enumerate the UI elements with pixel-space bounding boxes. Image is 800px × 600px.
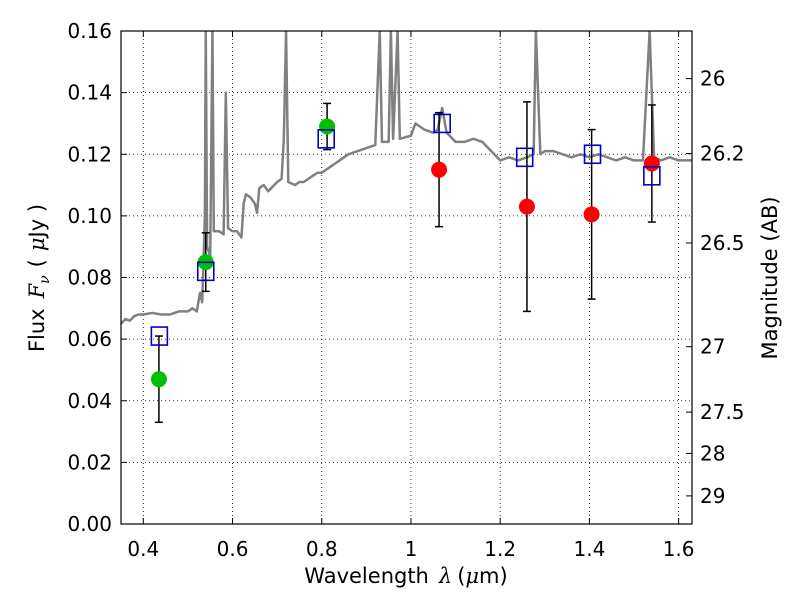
y-tick-label: 0.16 [67,19,112,43]
y-tick-label: 0.06 [67,327,112,351]
model-band-point [515,147,534,168]
data-point [319,118,336,135]
model-band-point [317,129,336,149]
model-band-point [433,113,451,134]
model-band-point [643,166,661,186]
model-spectrum [121,31,692,325]
y-tick-label: 0.14 [67,81,112,105]
y-tick-label: 0.12 [67,142,112,166]
data-points [150,101,661,424]
x-tick-label: 0.8 [306,537,338,561]
x-tick-label: 1 [405,537,418,561]
model-band-point [196,261,215,282]
y2-tick-label: 28 [700,441,725,465]
x-tick-label: 1.4 [573,537,605,561]
data-point [150,371,167,388]
y-tick-label: 0.04 [67,389,112,413]
axis-ticks: 0.4 0.6 0.8 1 1.2 1.4 1.6 0.00 0.02 0.04 0.06 0.08 0… [67,19,744,561]
y-tick-label: 0.02 [67,450,112,474]
y2-tick-label: 27 [700,335,725,359]
data-point [431,161,448,178]
y-axis-title: FluxFν(μJy ) [25,204,53,352]
y2-axis-title: Magnitude (AB) [758,196,782,359]
y-tick-label: 0.10 [67,204,112,228]
model-band-point [150,326,169,346]
x-tick-label: 1.6 [663,537,695,561]
x-tick-label: 0.6 [217,537,249,561]
y-tick-label: 0.08 [67,266,112,290]
y2-tick-label: 26.5 [700,231,745,255]
y-tick-label: 0.00 [67,512,112,536]
y2-tick-label: 27.5 [700,400,745,424]
y2-tick-label: 26 [700,67,725,91]
spectrum-line [121,31,692,325]
x-axis-title: Wavelength λ (μm) [304,564,507,588]
data-point [643,155,660,172]
data-point [518,198,535,215]
x-tick-label: 0.4 [127,537,159,561]
x-tick-label: 1.2 [484,537,516,561]
y2-tick-label: 29 [700,484,725,508]
data-point [583,206,600,223]
y2-tick-label: 26.2 [700,142,745,166]
model-band-point [583,144,602,165]
